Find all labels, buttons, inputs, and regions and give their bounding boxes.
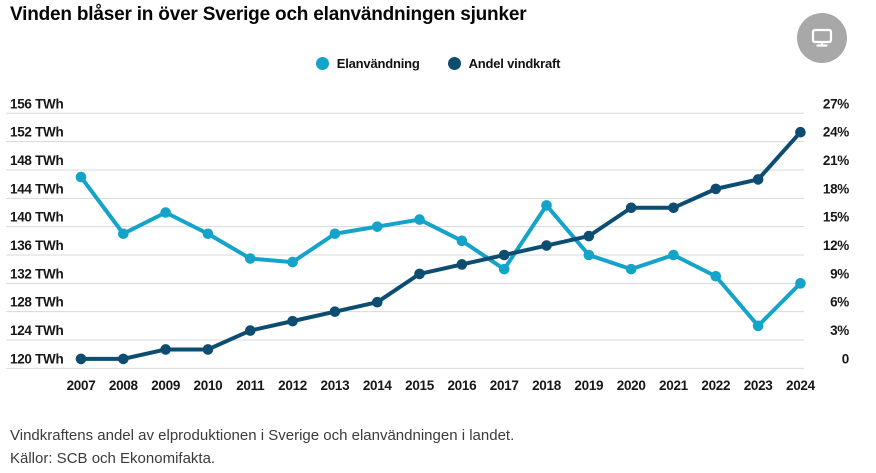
y-axis-label-left: 132 TWh (10, 266, 63, 281)
andel-vindkraft-point-2011[interactable] (244, 325, 256, 336)
andel-vindkraft-point-2022[interactable] (710, 183, 722, 195)
elanvandning-point-2021[interactable] (668, 249, 679, 261)
x-axis-label: 2016 (447, 378, 477, 393)
y-axis-label-left: 136 TWh (10, 238, 63, 253)
y-axis-label-left: 120 TWh (10, 351, 63, 366)
andel-vindkraft-point-2024[interactable] (795, 126, 806, 138)
elanvandning-point-2013[interactable] (329, 228, 341, 240)
andel-vindkraft-point-2023[interactable] (752, 174, 764, 185)
andel-vindkraft-point-2021[interactable] (668, 202, 679, 214)
andel-vindkraft-point-2019[interactable] (583, 230, 595, 242)
x-axis-label: 2021 (659, 378, 689, 393)
legend-label: Andel vindkraft (468, 56, 561, 71)
y-axis-label-right: 18% (823, 181, 849, 196)
elanvandning-point-2007[interactable] (75, 171, 87, 183)
y-axis-label-right: 12% (823, 238, 849, 253)
line-chart: 156 TWh 27% 152 TWh 24% 148 TWh 21% 144 TWh 18%… (6, 96, 850, 393)
elanvandning-point-2011[interactable] (244, 253, 256, 264)
x-axis-label: 2014 (363, 378, 393, 393)
chart-legend: Elanvändning Andel vindkraft (0, 56, 876, 71)
y-axis-label-right: 27% (823, 96, 849, 111)
footer-description: Vindkraftens andel av elproduktionen i S… (10, 427, 515, 444)
x-axis-label: 2015 (405, 378, 435, 393)
elanvandning-point-2009[interactable] (160, 207, 171, 218)
elanvandning-point-2012[interactable] (287, 256, 298, 268)
andel-vindkraft-point-2009[interactable] (160, 344, 171, 355)
x-axis-label: 2011 (236, 378, 265, 393)
y-axis-label-left: 148 TWh (10, 153, 63, 168)
y-axis-label-left: 152 TWh (10, 125, 63, 140)
x-axis-label: 2023 (744, 378, 774, 393)
screen-view-button[interactable] (797, 13, 847, 63)
y-axis-label-left: 128 TWh (10, 295, 63, 310)
elanvandning-point-2015[interactable] (414, 214, 425, 225)
andel-vindkraft-point-2020[interactable] (625, 202, 637, 214)
elanvandning-point-2023[interactable] (752, 320, 764, 332)
legend-item-elanvandning[interactable]: Elanvändning (315, 56, 420, 71)
elanvandning-point-2024[interactable] (795, 278, 806, 289)
elanvandning-point-2017[interactable] (498, 263, 510, 275)
x-axis-label: 2008 (109, 378, 139, 393)
x-axis-label: 2012 (278, 378, 307, 393)
x-axis-label: 2024 (786, 378, 816, 393)
x-axis-label: 2013 (320, 378, 350, 393)
x-axis-label: 2022 (701, 378, 730, 393)
andel-vindkraft-point-2007[interactable] (75, 353, 87, 365)
andel-vindkraft-point-2017[interactable] (498, 249, 510, 261)
y-axis-label-left: 140 TWh (10, 210, 63, 225)
elanvandning-point-2020[interactable] (625, 263, 637, 275)
elanvandning-point-2008[interactable] (118, 228, 129, 240)
x-axis-label: 2009 (151, 378, 180, 393)
y-axis-label-left: 144 TWh (10, 181, 63, 196)
elanvandning-line (79, 175, 803, 328)
x-axis-label: 2020 (617, 378, 646, 393)
footer-sources: Källor: SCB och Ekonomifakta. (10, 450, 216, 467)
andel-vindkraft-point-2008[interactable] (118, 353, 129, 365)
andel-vindkraft-point-2012[interactable] (287, 315, 298, 327)
x-axis-label: 2017 (490, 378, 519, 393)
elanvandning-point-2014[interactable] (371, 221, 383, 232)
elanvandning-point-2016[interactable] (456, 235, 468, 247)
x-axis-label: 2018 (532, 378, 562, 393)
legend-dot-icon (315, 57, 329, 70)
elanvandning-point-2018[interactable] (541, 200, 552, 211)
elanvandning-point-2022[interactable] (710, 270, 722, 282)
y-axis-label-right: 21% (823, 153, 849, 168)
y-axis-label-right: 0 (842, 351, 849, 366)
x-axis-label: 2019 (574, 378, 603, 393)
elanvandning-point-2010[interactable] (202, 228, 214, 240)
y-axis-label-right: 15% (823, 210, 849, 225)
page-title: Vinden blåser in över Sverige och elanvä… (10, 4, 527, 25)
legend-dot-icon (447, 57, 461, 70)
y-axis-label-right: 3% (830, 323, 849, 338)
y-axis-label-right: 6% (830, 295, 849, 310)
monitor-icon (811, 28, 833, 47)
andel-vindkraft-point-2018[interactable] (541, 240, 552, 251)
elanvandning-point-2019[interactable] (583, 249, 595, 261)
legend-item-andel-vindkraft[interactable]: Andel vindkraft (447, 56, 561, 71)
andel-vindkraft-point-2010[interactable] (202, 344, 214, 355)
andel-vindkraft-point-2014[interactable] (371, 296, 383, 308)
andel-vindkraft-point-2015[interactable] (414, 268, 425, 280)
y-axis-label-left: 124 TWh (10, 323, 63, 338)
legend-label: Elanvändning (336, 56, 420, 71)
y-axis-label-right: 24% (823, 125, 849, 140)
x-axis-label: 2010 (194, 378, 223, 393)
y-axis-label-right: 9% (830, 266, 849, 281)
x-axis-label: 2007 (67, 378, 96, 393)
andel-vindkraft-point-2016[interactable] (456, 259, 468, 270)
chart-footer: Vindkraftens andel av elproduktionen i S… (10, 424, 514, 470)
andel-vindkraft-point-2013[interactable] (329, 306, 341, 317)
andel-vindkraft-line (79, 130, 803, 361)
y-axis-label-left: 156 TWh (10, 96, 63, 111)
